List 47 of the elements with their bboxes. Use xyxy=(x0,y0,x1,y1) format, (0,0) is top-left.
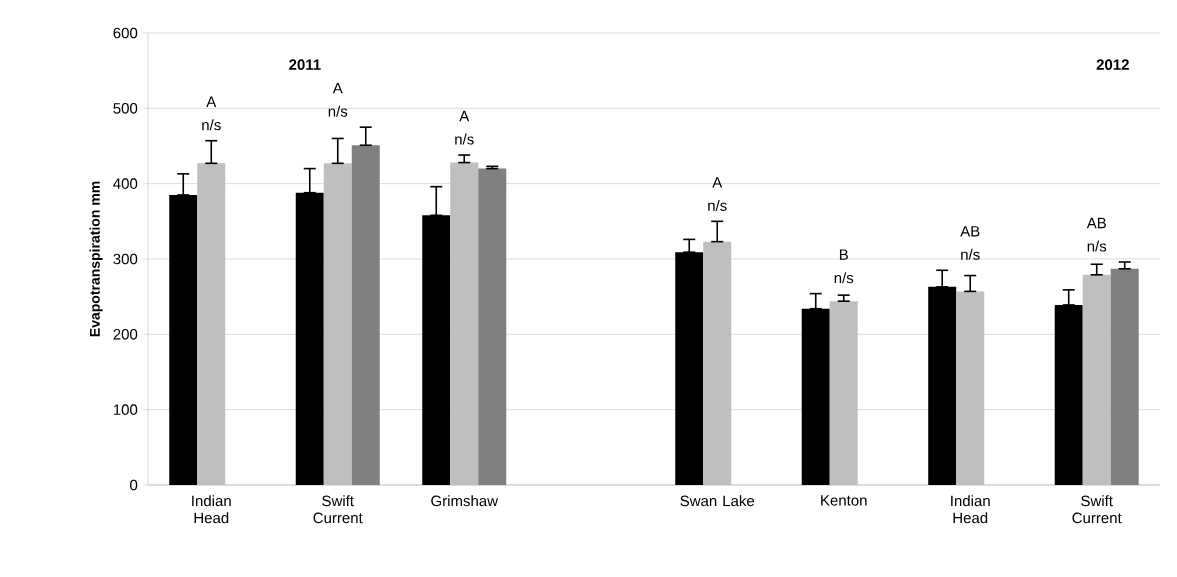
bar xyxy=(1054,304,1083,485)
bar xyxy=(1110,268,1139,485)
annotation: A xyxy=(206,96,217,107)
annotation: n/s xyxy=(202,119,221,131)
annotation: AB xyxy=(960,226,980,237)
x-tick-label: Indian Head xyxy=(192,495,231,524)
bar xyxy=(956,291,985,485)
y-axis-title: Evapotranspiration mm xyxy=(89,181,103,337)
annotation: n/s xyxy=(1087,240,1107,252)
bar xyxy=(323,163,352,485)
annotation: n/s xyxy=(455,133,474,145)
x-tick-label: Grimshaw xyxy=(431,495,499,507)
annotation: n/s xyxy=(834,272,854,284)
annotation: 2011 xyxy=(289,59,321,70)
y-tick-label: 200 xyxy=(113,329,138,340)
bar xyxy=(703,241,732,485)
bar xyxy=(422,215,451,485)
annotation: A xyxy=(712,177,723,188)
x-tick-label: Indian Head xyxy=(951,495,990,524)
annotation: n/s xyxy=(961,248,980,260)
annotation: n/s xyxy=(708,199,727,211)
y-tick-label: 0 xyxy=(130,479,138,491)
annotation: A xyxy=(459,110,470,122)
x-tick-label: Swift Current xyxy=(1072,495,1122,524)
bar xyxy=(801,308,830,485)
bar xyxy=(928,286,957,485)
bar xyxy=(450,162,479,485)
bar xyxy=(351,145,380,485)
annotation: B xyxy=(839,249,848,260)
bar xyxy=(197,163,226,485)
y-tick-label: 500 xyxy=(113,103,138,114)
y-tick-label: 400 xyxy=(113,178,138,189)
bar xyxy=(1082,274,1111,485)
annotation: 2012 xyxy=(1096,59,1129,70)
bar xyxy=(478,168,507,485)
y-tick-label: 300 xyxy=(113,253,138,265)
bar xyxy=(169,194,198,485)
y-tick-label: 600 xyxy=(113,27,138,39)
y-tick-label: 100 xyxy=(113,404,138,415)
bar xyxy=(675,252,704,485)
x-tick-label: Kenton xyxy=(821,495,867,506)
annotation: A xyxy=(332,83,343,94)
annotation: AB xyxy=(1086,217,1106,229)
x-tick-label: Swift Current xyxy=(313,495,363,524)
bar xyxy=(829,301,858,485)
x-tick-label: Swan Lake xyxy=(680,495,755,507)
annotation: n/s xyxy=(328,105,348,117)
